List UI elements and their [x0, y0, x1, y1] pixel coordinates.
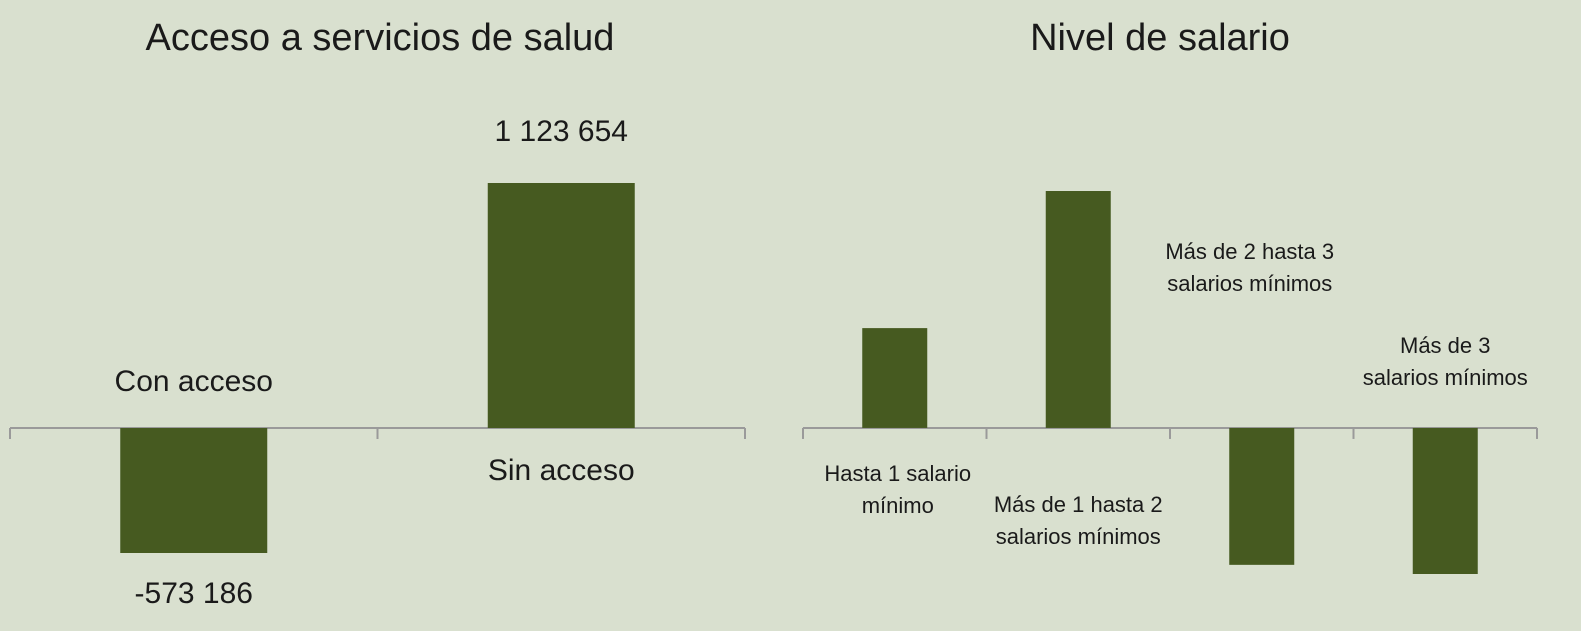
category-label: Sin acceso: [488, 454, 635, 487]
value-label: 1 123 654: [495, 115, 628, 148]
category-label: salarios mínimos: [1167, 271, 1332, 296]
chart-title: Acceso a servicios de salud: [146, 17, 615, 59]
chart-title: Nivel de salario: [1030, 17, 1290, 59]
bar: [862, 328, 928, 428]
category-label: salarios mínimos: [996, 524, 1161, 549]
category-label: mínimo: [862, 493, 934, 518]
bar: [1045, 191, 1111, 428]
bar: [487, 183, 635, 429]
bar: [120, 428, 268, 553]
category-label: Con acceso: [115, 365, 273, 398]
bar: [1229, 427, 1295, 565]
category-label: Hasta 1 salario: [824, 461, 971, 486]
bar: [1412, 427, 1478, 574]
value-label: -573 186: [135, 577, 253, 610]
category-label: salarios mínimos: [1363, 365, 1528, 390]
category-label: Más de 2 hasta 3: [1165, 239, 1334, 264]
category-label: Más de 1 hasta 2: [994, 492, 1163, 517]
category-label: Más de 3: [1400, 333, 1491, 358]
